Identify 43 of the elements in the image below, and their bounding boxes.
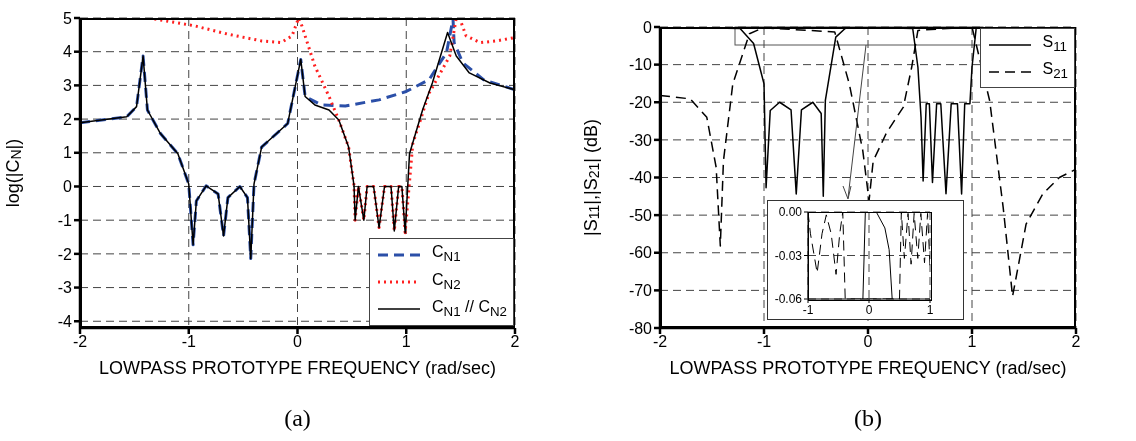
text: (a) — [283, 405, 312, 432]
y-tick-label: 3 — [63, 77, 73, 95]
legend-label: C$_{N1}$ — [432, 242, 461, 267]
x-tick-label: -1 — [802, 302, 814, 317]
y-tick-label: 2 — [63, 110, 73, 128]
x-tick-label: 2 — [1071, 333, 1081, 351]
y-tick-label: 0.00 — [778, 205, 803, 220]
x-tick-label: -2 — [652, 333, 668, 351]
y-tick-label: -40 — [628, 169, 653, 187]
y-tick-label: -10 — [628, 56, 653, 74]
legend-label: S$_{21}$ — [1042, 59, 1068, 84]
x-axis-title: LOWPASS PROTOTYPE FREQUENCY (rad/sec) — [669, 358, 1067, 378]
x-tick-label: 1 — [967, 333, 977, 351]
x-tick-label: 2 — [510, 333, 520, 351]
legend-label: C$_{N2}$ — [432, 269, 461, 294]
x-tick-label: -1 — [756, 333, 772, 351]
y-tick-label: -20 — [628, 93, 653, 111]
y-tick-label: -50 — [628, 206, 653, 224]
y-tick-label: -80 — [628, 319, 653, 337]
y-tick-label: 5 — [63, 9, 73, 27]
y-tick-label: -60 — [628, 244, 653, 262]
y-tick-label: -3 — [57, 279, 73, 297]
legend-label: S$_{11}$ — [1042, 32, 1068, 57]
y-tick-label: 4 — [63, 43, 73, 61]
y-tick-label: -30 — [628, 131, 653, 149]
y-tick-label: 1 — [63, 144, 73, 162]
y-tick-label: -1 — [57, 211, 73, 229]
x-tick-label: 0 — [863, 333, 873, 351]
x-axis-title: LOWPASS PROTOTYPE FREQUENCY (rad/sec) — [98, 358, 497, 378]
y-tick-label: -0.06 — [774, 292, 803, 307]
x-tick-label: 1 — [926, 302, 934, 317]
y-tick-label: -0.03 — [774, 248, 803, 263]
x-tick-label: 0 — [865, 302, 873, 317]
y-tick-label: -70 — [628, 282, 653, 300]
y-tick-label: -4 — [57, 312, 73, 330]
x-tick-label: -1 — [181, 333, 196, 351]
x-tick-label: 1 — [401, 333, 411, 351]
y-tick-label: -2 — [57, 245, 73, 263]
legend-label: C$_{N1}$ // C$_{N2}$ — [432, 296, 507, 321]
y-tick-label: 0 — [643, 18, 653, 36]
text: (b) — [853, 405, 883, 432]
y-tick-label: 0 — [63, 178, 73, 196]
x-tick-label: 0 — [293, 333, 303, 351]
